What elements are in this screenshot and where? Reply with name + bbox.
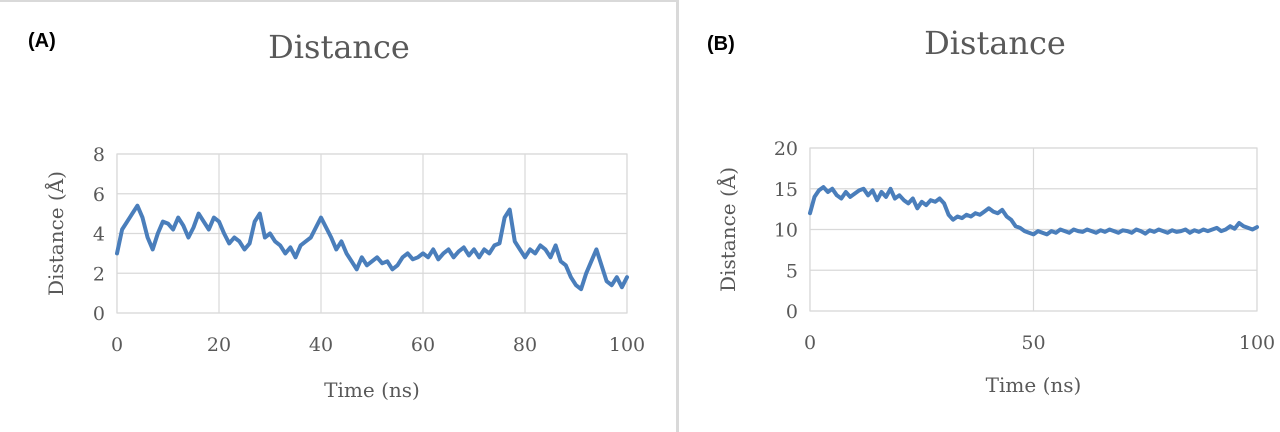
y-axis-label: Distance (Å) <box>43 171 68 296</box>
line-chart-b: 0 5 10 15 20 0 50 100 Time (ns) Distance (Å) <box>715 138 1275 397</box>
y-tick-label: 20 <box>774 138 798 160</box>
chart-title-b: Distance <box>924 24 1066 62</box>
series-line <box>808 185 1259 237</box>
panel-a: (A) Distance 0 2 4 6 8 0 20 40 60 80 100 Time (ns) D… <box>0 0 679 432</box>
y-tick-label: 10 <box>774 220 798 242</box>
x-tick-label: 50 <box>1021 332 1045 354</box>
x-tick-label: 100 <box>1239 332 1275 354</box>
x-tick-label: 40 <box>309 334 333 356</box>
y-tick-label: 2 <box>93 263 105 285</box>
panel-b: (B) Distance 0 5 10 15 20 0 50 100 Time (ns) Dist… <box>679 0 1280 432</box>
x-tick-label: 100 <box>609 334 645 356</box>
x-tick-label: 80 <box>513 334 537 356</box>
y-tick-label: 0 <box>93 303 105 325</box>
x-tick-label: 0 <box>111 334 123 356</box>
y-tick-label: 4 <box>93 224 105 246</box>
x-axis-label: Time (ns) <box>986 373 1082 397</box>
y-axis-label: Distance (Å) <box>715 167 740 292</box>
x-tick-label: 60 <box>411 334 435 356</box>
x-axis-label: Time (ns) <box>324 378 420 402</box>
series-line <box>115 203 629 292</box>
panel-label-a: (A) <box>28 30 56 52</box>
x-tick-label: 0 <box>804 332 816 354</box>
y-tick-label: 15 <box>774 179 798 201</box>
panel-label-b: (B) <box>707 33 735 55</box>
x-tick-label: 20 <box>207 334 231 356</box>
y-tick-label: 6 <box>93 184 105 206</box>
y-tick-label: 8 <box>93 144 105 166</box>
chart-title-a: Distance <box>268 28 410 66</box>
y-tick-label: 0 <box>786 301 798 323</box>
y-tick-label: 5 <box>786 260 798 282</box>
